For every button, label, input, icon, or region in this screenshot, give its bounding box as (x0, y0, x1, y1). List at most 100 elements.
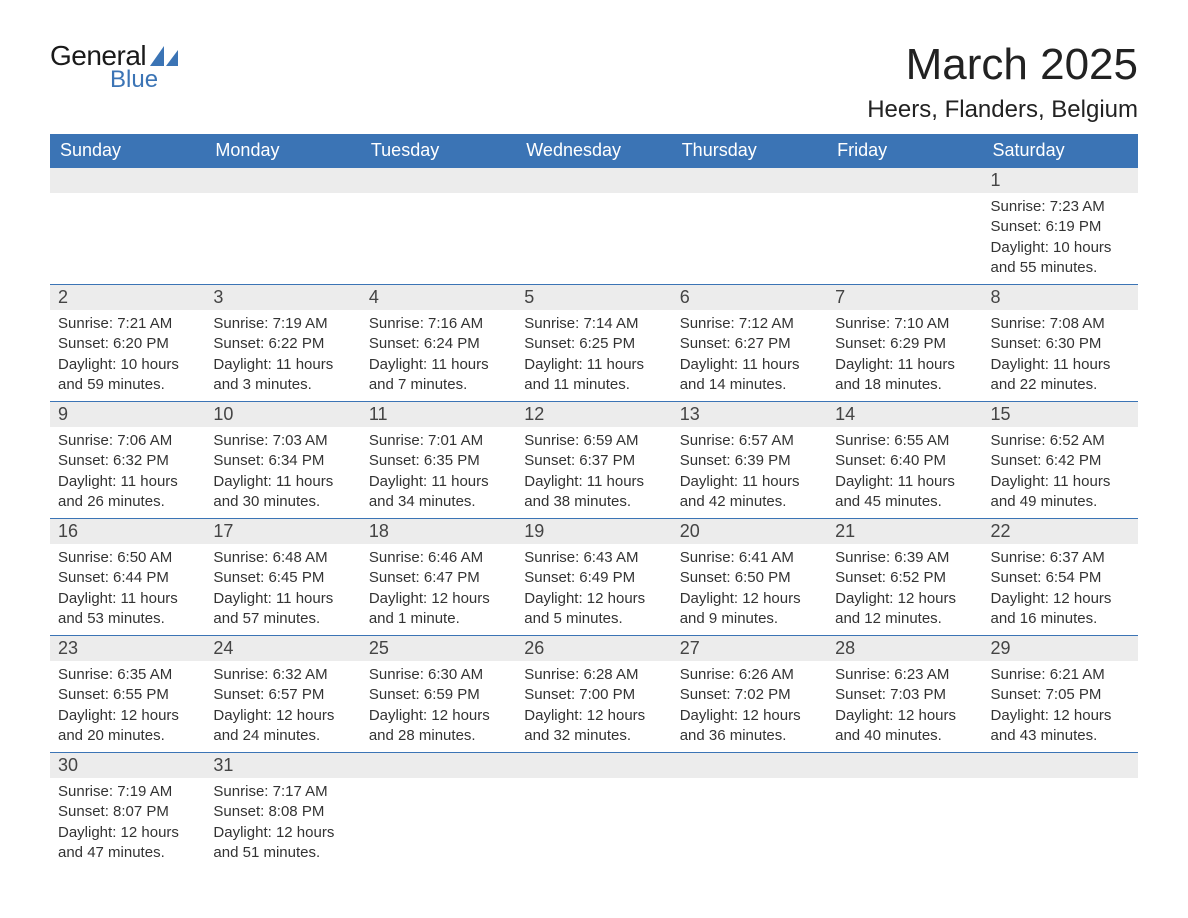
day-detail-cell: Sunrise: 6:41 AMSunset: 6:50 PMDaylight:… (672, 544, 827, 636)
day-number-cell (361, 168, 516, 194)
dl2-text: and 34 minutes. (369, 492, 508, 512)
day-detail-cell: Sunrise: 6:32 AMSunset: 6:57 PMDaylight:… (205, 661, 360, 753)
day-detail-cell: Sunrise: 6:57 AMSunset: 6:39 PMDaylight:… (672, 427, 827, 519)
sunrise-text: Sunrise: 7:19 AM (58, 782, 197, 802)
day-number-cell (983, 753, 1138, 779)
sunset-text: Sunset: 6:37 PM (524, 451, 663, 471)
detail-row: Sunrise: 7:19 AMSunset: 8:07 PMDaylight:… (50, 778, 1138, 869)
day-detail-cell (361, 778, 516, 869)
day-detail-cell: Sunrise: 7:06 AMSunset: 6:32 PMDaylight:… (50, 427, 205, 519)
day-detail-cell: Sunrise: 6:37 AMSunset: 6:54 PMDaylight:… (983, 544, 1138, 636)
sunset-text: Sunset: 6:57 PM (213, 685, 352, 705)
weekday-header-row: Sunday Monday Tuesday Wednesday Thursday… (50, 134, 1138, 168)
detail-row: Sunrise: 6:35 AMSunset: 6:55 PMDaylight:… (50, 661, 1138, 753)
dl2-text: and 12 minutes. (835, 609, 974, 629)
dl2-text: and 9 minutes. (680, 609, 819, 629)
dl2-text: and 22 minutes. (991, 375, 1130, 395)
sunset-text: Sunset: 6:20 PM (58, 334, 197, 354)
sunset-text: Sunset: 6:55 PM (58, 685, 197, 705)
dl1-text: Daylight: 12 hours (369, 706, 508, 726)
sunrise-text: Sunrise: 6:30 AM (369, 665, 508, 685)
dl2-text: and 43 minutes. (991, 726, 1130, 746)
dl2-text: and 59 minutes. (58, 375, 197, 395)
dl1-text: Daylight: 12 hours (58, 706, 197, 726)
day-number-cell (205, 168, 360, 194)
sunrise-text: Sunrise: 7:21 AM (58, 314, 197, 334)
sunset-text: Sunset: 6:29 PM (835, 334, 974, 354)
sunset-text: Sunset: 6:25 PM (524, 334, 663, 354)
day-detail-cell: Sunrise: 6:55 AMSunset: 6:40 PMDaylight:… (827, 427, 982, 519)
day-number-cell (672, 168, 827, 194)
logo-text-blue: Blue (110, 66, 158, 94)
sunrise-text: Sunrise: 7:14 AM (524, 314, 663, 334)
sunset-text: Sunset: 7:02 PM (680, 685, 819, 705)
day-number-cell: 10 (205, 402, 360, 428)
sunset-text: Sunset: 6:34 PM (213, 451, 352, 471)
day-detail-cell: Sunrise: 6:23 AMSunset: 7:03 PMDaylight:… (827, 661, 982, 753)
dl1-text: Daylight: 11 hours (680, 355, 819, 375)
month-title: March 2025 (867, 40, 1138, 90)
sunrise-text: Sunrise: 6:43 AM (524, 548, 663, 568)
day-number-cell: 14 (827, 402, 982, 428)
day-detail-cell: Sunrise: 6:46 AMSunset: 6:47 PMDaylight:… (361, 544, 516, 636)
sunset-text: Sunset: 6:47 PM (369, 568, 508, 588)
logo: General Blue (50, 40, 178, 94)
day-detail-cell (827, 778, 982, 869)
day-detail-cell (205, 193, 360, 285)
day-number-cell: 24 (205, 636, 360, 662)
dl1-text: Daylight: 11 hours (369, 355, 508, 375)
day-number-cell: 21 (827, 519, 982, 545)
sunset-text: Sunset: 6:52 PM (835, 568, 974, 588)
day-number-cell: 11 (361, 402, 516, 428)
day-detail-cell: Sunrise: 6:48 AMSunset: 6:45 PMDaylight:… (205, 544, 360, 636)
dl1-text: Daylight: 11 hours (369, 472, 508, 492)
col-saturday: Saturday (983, 134, 1138, 168)
sunset-text: Sunset: 6:19 PM (991, 217, 1130, 237)
sunrise-text: Sunrise: 7:16 AM (369, 314, 508, 334)
dl1-text: Daylight: 11 hours (58, 472, 197, 492)
sunrise-text: Sunrise: 7:23 AM (991, 197, 1130, 217)
col-sunday: Sunday (50, 134, 205, 168)
calendar-body: 1Sunrise: 7:23 AMSunset: 6:19 PMDaylight… (50, 168, 1138, 870)
dl2-text: and 51 minutes. (213, 843, 352, 863)
sunrise-text: Sunrise: 7:03 AM (213, 431, 352, 451)
sunrise-text: Sunrise: 6:48 AM (213, 548, 352, 568)
day-detail-cell: Sunrise: 7:23 AMSunset: 6:19 PMDaylight:… (983, 193, 1138, 285)
dl2-text: and 32 minutes. (524, 726, 663, 746)
day-detail-cell: Sunrise: 6:26 AMSunset: 7:02 PMDaylight:… (672, 661, 827, 753)
dl2-text: and 53 minutes. (58, 609, 197, 629)
detail-row: Sunrise: 7:21 AMSunset: 6:20 PM Daylight:… (50, 310, 1138, 402)
dl1-text: Daylight: 12 hours (213, 706, 352, 726)
title-block: March 2025 Heers, Flanders, Belgium (867, 40, 1138, 124)
sunrise-text: Sunrise: 6:21 AM (991, 665, 1130, 685)
detail-row: Sunrise: 7:23 AMSunset: 6:19 PMDaylight:… (50, 193, 1138, 285)
dl1-text: Daylight: 11 hours (835, 355, 974, 375)
sunset-text: Sunset: 6:49 PM (524, 568, 663, 588)
col-friday: Friday (827, 134, 982, 168)
day-number-cell (827, 753, 982, 779)
day-number-cell (827, 168, 982, 194)
detail-row: Sunrise: 6:50 AMSunset: 6:44 PMDaylight:… (50, 544, 1138, 636)
dl1-text: Daylight: 11 hours (835, 472, 974, 492)
day-detail-cell (672, 778, 827, 869)
dl1-text: Daylight: 11 hours (213, 355, 352, 375)
daynum-row: 16171819202122 (50, 519, 1138, 545)
sunset-text: Sunset: 6:35 PM (369, 451, 508, 471)
logo-flag-icon (150, 46, 178, 66)
day-detail-cell: Sunrise: 7:16 AMSunset: 6:24 PMDaylight:… (361, 310, 516, 402)
sunset-text: Sunset: 8:08 PM (213, 802, 352, 822)
day-detail-cell (516, 193, 671, 285)
day-detail-cell: Sunrise: 7:21 AMSunset: 6:20 PMDaylight:… (50, 310, 205, 402)
daynum-row: 1 (50, 168, 1138, 194)
day-detail-cell: Sunrise: 7:19 AMSunset: 8:07 PMDaylight:… (50, 778, 205, 869)
page-header: General Blue March 2025 Heers, Flanders,… (50, 40, 1138, 124)
day-detail-cell: Sunrise: 7:03 AMSunset: 6:34 PMDaylight:… (205, 427, 360, 519)
dl1-text: Daylight: 12 hours (524, 589, 663, 609)
sunrise-text: Sunrise: 6:55 AM (835, 431, 974, 451)
day-number-cell: 8 (983, 285, 1138, 311)
sunset-text: Sunset: 6:32 PM (58, 451, 197, 471)
dl1-text: Daylight: 11 hours (991, 355, 1130, 375)
calendar-table: Sunday Monday Tuesday Wednesday Thursday… (50, 134, 1138, 869)
sunrise-text: Sunrise: 6:59 AM (524, 431, 663, 451)
sunrise-text: Sunrise: 6:50 AM (58, 548, 197, 568)
